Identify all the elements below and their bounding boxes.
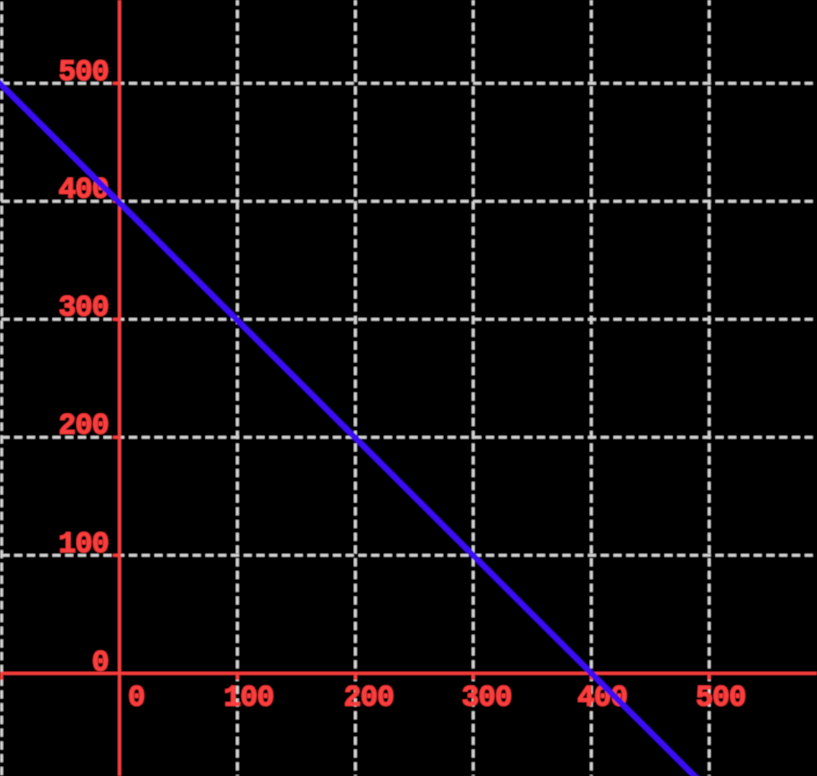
svg-text:300: 300: [59, 292, 109, 325]
svg-text:200: 200: [344, 681, 394, 714]
svg-text:0: 0: [92, 647, 109, 680]
svg-text:100: 100: [59, 528, 109, 561]
svg-text:300: 300: [462, 681, 512, 714]
svg-text:500: 500: [59, 56, 109, 89]
svg-text:500: 500: [696, 681, 746, 714]
svg-text:100: 100: [224, 681, 274, 714]
svg-text:0: 0: [128, 681, 145, 714]
svg-text:400: 400: [59, 174, 109, 207]
svg-text:200: 200: [59, 410, 109, 443]
